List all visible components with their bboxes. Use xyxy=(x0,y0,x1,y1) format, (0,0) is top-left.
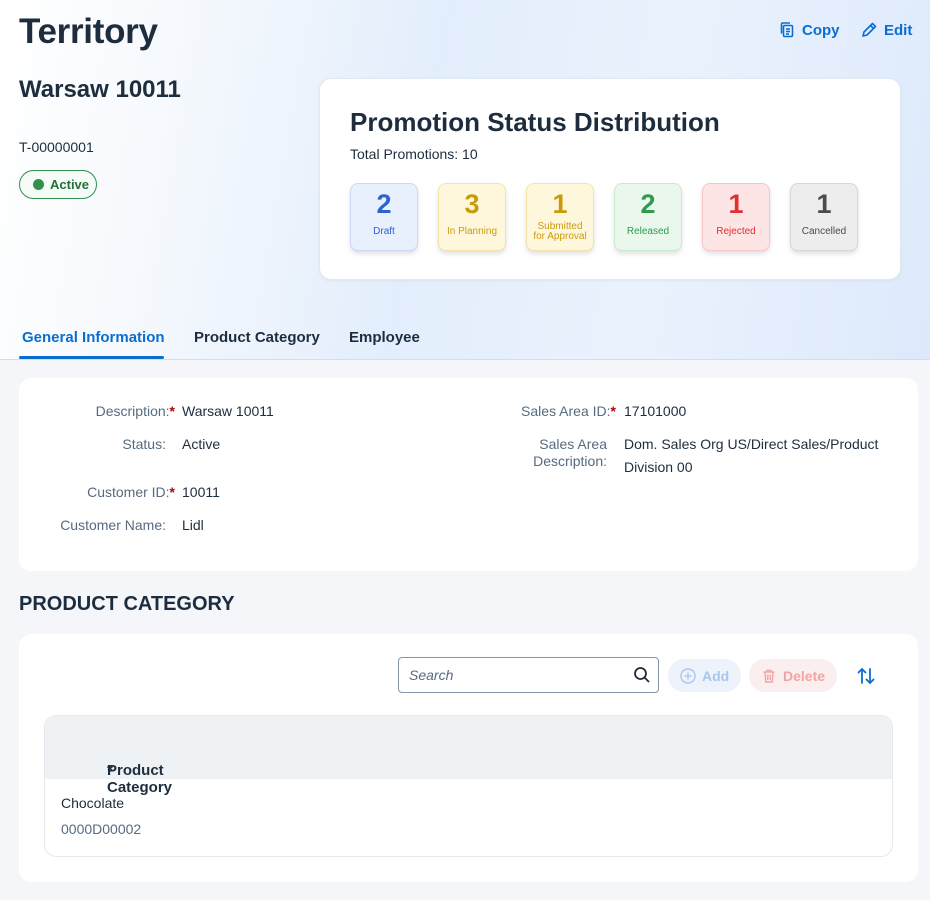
tab-product-category[interactable]: Product Category xyxy=(194,329,320,346)
required-marker: * xyxy=(169,403,175,419)
tile-count: 1 xyxy=(728,189,744,219)
sales-area-description-value: Dom. Sales Org US/Direct Sales/Product Di… xyxy=(624,436,879,475)
pencil-icon xyxy=(862,22,877,37)
edit-button[interactable]: Edit xyxy=(860,18,912,42)
search-input[interactable] xyxy=(398,657,659,693)
customer-name-label: Customer Name: xyxy=(60,517,166,533)
tile-label: Submitted for Approval xyxy=(533,222,586,242)
tile-cancelled[interactable]: 1 Cancelled xyxy=(790,183,858,251)
customer-name-value: Lidl xyxy=(182,517,204,533)
status-tiles: 2 Draft 3 In Planning 1 Submitted for Ap… xyxy=(350,183,858,251)
delete-button[interactable]: Delete xyxy=(749,659,838,692)
status-value: Active xyxy=(182,436,221,452)
add-label: Add xyxy=(702,667,730,684)
tile-label: In Planning xyxy=(446,226,498,237)
tile-label: Cancelled xyxy=(801,226,847,237)
object-page-header: Territory Copy Edit Warsaw 10011 T-00000… xyxy=(0,0,930,360)
search-icon[interactable] xyxy=(633,666,651,684)
copy-label: Copy xyxy=(802,21,840,39)
tile-in-planning[interactable]: 3 In Planning xyxy=(438,183,506,251)
sales-area-description-label: Sales Area Description: xyxy=(533,436,607,469)
copy-button[interactable]: Copy xyxy=(778,18,840,42)
status-badge: Active xyxy=(19,170,97,199)
tile-label-line1: Submitted xyxy=(537,221,583,232)
customer-id-label: Customer ID:* xyxy=(87,484,175,500)
product-category-section-title: PRODUCT CATEGORY xyxy=(19,593,235,615)
sales-area-id-value: 17101000 xyxy=(624,403,687,419)
status-dot-icon xyxy=(33,179,44,190)
tile-count: 3 xyxy=(464,189,480,219)
description-label: Description:* xyxy=(95,403,175,419)
product-category-table: Product Category * Chocolate 0000D00002 xyxy=(44,715,893,857)
product-category-card: Add Delete Product Category* Chocolate 0… xyxy=(19,634,918,882)
tile-submitted-for-approval[interactable]: 1 Submitted for Approval xyxy=(526,183,594,251)
tile-draft[interactable]: 2 Draft xyxy=(350,183,418,251)
object-id: T-00000001 xyxy=(19,139,94,155)
tile-released[interactable]: 2 Released xyxy=(614,183,682,251)
copy-icon xyxy=(780,22,794,38)
description-value: Warsaw 10011 xyxy=(182,403,274,419)
delete-label: Delete xyxy=(783,667,826,684)
tile-count: 2 xyxy=(376,189,392,219)
required-marker: * xyxy=(610,403,616,419)
tile-count: 1 xyxy=(552,189,568,219)
tile-count: 2 xyxy=(640,189,656,219)
table-header: Product Category * xyxy=(45,716,892,796)
product-category-id: 0000D00002 xyxy=(61,821,142,837)
tile-label: Rejected xyxy=(716,226,756,237)
required-marker: * xyxy=(107,762,113,779)
tile-label: Released xyxy=(626,226,670,237)
sort-icon[interactable] xyxy=(856,666,876,686)
tile-label: Draft xyxy=(373,226,395,237)
edit-label: Edit xyxy=(884,21,913,39)
trash-icon xyxy=(763,669,775,683)
add-circle-icon xyxy=(680,667,696,684)
object-title: Warsaw 10011 xyxy=(19,76,181,103)
tile-count: 1 xyxy=(816,189,832,219)
product-category-name: Chocolate xyxy=(61,795,125,811)
distribution-title: Promotion Status Distribution xyxy=(350,107,720,137)
active-tab-indicator xyxy=(19,356,164,359)
total-promotions: Total Promotions: 10 xyxy=(350,146,478,162)
tab-employee[interactable]: Employee xyxy=(349,329,420,346)
add-button[interactable]: Add xyxy=(668,659,742,692)
customer-id-value: 10011 xyxy=(182,484,220,500)
promotion-status-card: Promotion Status Distribution Total Prom… xyxy=(319,78,901,280)
status-badge-label: Active xyxy=(50,177,90,192)
sales-area-id-label: Sales Area ID:* xyxy=(521,403,616,419)
tile-label-line2: for Approval xyxy=(533,231,587,242)
status-label: Status: xyxy=(122,436,166,452)
required-marker: * xyxy=(169,484,175,500)
page-title: Territory xyxy=(19,12,158,51)
tab-general-information[interactable]: General Information xyxy=(22,329,165,346)
tile-rejected[interactable]: 1 Rejected xyxy=(702,183,770,251)
general-information-form: Description:* Warsaw 10011 Status: Activ… xyxy=(19,378,918,571)
table-row[interactable]: Chocolate 0000D00002 xyxy=(45,779,892,856)
